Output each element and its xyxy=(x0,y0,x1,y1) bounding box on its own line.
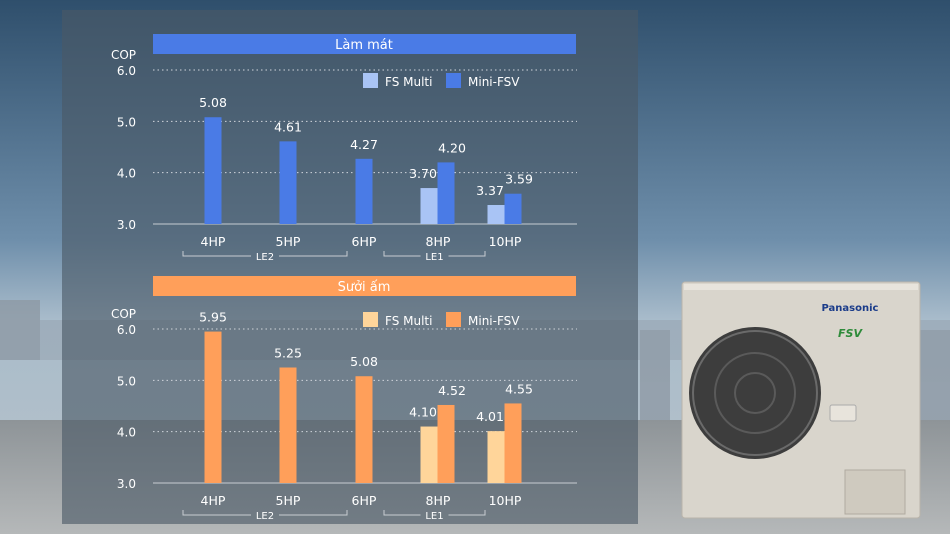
heating-data-label: 4.55 xyxy=(505,381,533,396)
cooling-group-bracket xyxy=(182,251,348,257)
heating-bar-fs-multi xyxy=(420,426,438,483)
cooling-data-label: 3.37 xyxy=(476,183,504,198)
heating-group-label: LE1 xyxy=(425,511,443,522)
heating-legend-swatch-fs xyxy=(363,312,378,327)
cooling-bar-mini-fsv xyxy=(437,162,455,224)
heating-bar-mini-fsv xyxy=(504,403,522,483)
cooling-category-label: 8HP xyxy=(426,234,451,249)
cooling-data-label: 5.08 xyxy=(199,95,227,110)
heating-category-label: 8HP xyxy=(426,493,451,508)
heating-ytick-label: 6.0 xyxy=(117,323,136,337)
heating-data-label: 4.10 xyxy=(409,405,437,420)
cooling-ytick-label: 6.0 xyxy=(117,64,136,78)
heating-bar-mini-fsv xyxy=(437,404,455,483)
outdoor-ac-unit: Panasonic FSV xyxy=(681,281,921,519)
heating-data-label: 4.01 xyxy=(476,409,504,424)
heating-bar-mini-fsv xyxy=(204,331,222,483)
heating-category-label: 4HP xyxy=(201,493,226,508)
heating-category-label: 10HP xyxy=(489,493,522,508)
heating-legend-label: FS Multi xyxy=(385,314,432,328)
cooling-ylabel: COP xyxy=(111,48,136,62)
heating-title-bar xyxy=(153,276,576,296)
cooling-ytick-label: 3.0 xyxy=(117,218,136,232)
heating-ytick-label: 5.0 xyxy=(117,374,136,388)
heating-legend-label: Mini-FSV xyxy=(468,314,520,328)
svg-text:FSV: FSV xyxy=(838,327,863,340)
cooling-data-label: 4.20 xyxy=(438,140,466,155)
heating-group-bracket xyxy=(182,510,348,516)
cooling-group-bracket xyxy=(383,251,486,257)
cooling-legend-swatch-fs xyxy=(363,73,378,88)
cooling-data-label: 3.70 xyxy=(409,166,437,181)
cooling-legend-label: Mini-FSV xyxy=(468,75,520,89)
cooling-data-label: 4.61 xyxy=(274,119,302,134)
cooling-bar-mini-fsv xyxy=(279,141,297,224)
cooling-group-label: LE2 xyxy=(256,252,274,263)
heating-data-label: 5.08 xyxy=(350,354,378,369)
cooling-data-label: 4.27 xyxy=(350,137,378,152)
cooling-bar-fs-multi xyxy=(420,188,438,224)
cooling-bar-mini-fsv xyxy=(504,193,522,224)
heating-title: Sưởi ấm xyxy=(338,280,391,295)
cooling-data-label: 3.59 xyxy=(505,172,533,187)
cooling-category-label: 4HP xyxy=(201,234,226,249)
chart-panel xyxy=(62,10,638,524)
heating-legend-swatch-mini xyxy=(446,312,461,327)
heating-bar-fs-multi xyxy=(487,431,505,483)
heating-data-label: 5.95 xyxy=(199,310,227,325)
cooling-legend-swatch-mini xyxy=(446,73,461,88)
cooling-bar-mini-fsv xyxy=(355,158,373,224)
cooling-legend-label: FS Multi xyxy=(385,75,432,89)
heating-ytick-label: 4.0 xyxy=(117,426,136,440)
heating-data-label: 5.25 xyxy=(274,346,302,361)
heating-group-label: LE2 xyxy=(256,511,274,522)
cooling-group-label: LE1 xyxy=(425,252,443,263)
cooling-title: Làm mát xyxy=(335,38,393,53)
heating-ytick-label: 3.0 xyxy=(117,477,136,491)
heating-data-label: 4.52 xyxy=(438,383,466,398)
cooling-category-label: 6HP xyxy=(352,234,377,249)
cooling-bar-mini-fsv xyxy=(204,117,222,224)
heating-bar-mini-fsv xyxy=(355,376,373,483)
cooling-title-bar xyxy=(153,34,576,54)
heating-category-label: 6HP xyxy=(352,493,377,508)
cooling-bar-fs-multi xyxy=(487,205,505,224)
heating-ylabel: COP xyxy=(111,307,136,321)
cooling-category-label: 10HP xyxy=(489,234,522,249)
cooling-category-label: 5HP xyxy=(276,234,301,249)
heating-group-bracket xyxy=(383,510,486,516)
heating-bar-mini-fsv xyxy=(279,367,297,483)
heating-category-label: 5HP xyxy=(276,493,301,508)
svg-text:Panasonic: Panasonic xyxy=(822,303,879,314)
cooling-ytick-label: 4.0 xyxy=(117,167,136,181)
cooling-ytick-label: 5.0 xyxy=(117,115,136,129)
